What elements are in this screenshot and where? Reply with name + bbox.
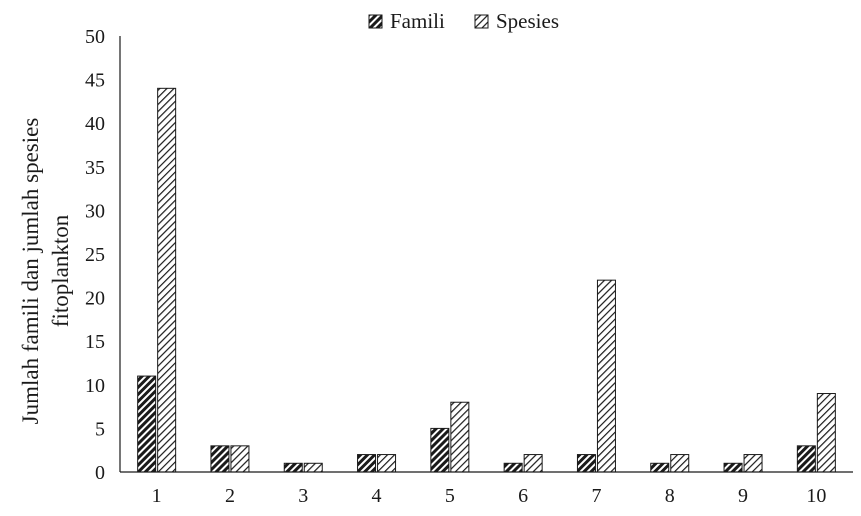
- x-tick-label: 9: [738, 485, 748, 507]
- y-tick-label: 0: [95, 462, 105, 484]
- bar-spesies-4: [377, 454, 397, 473]
- bar-famili-2: [210, 445, 230, 473]
- y-tick-label: 25: [85, 244, 105, 266]
- bar-spesies-3: [303, 462, 323, 473]
- y-tick-label: 5: [95, 418, 105, 440]
- y-tick-label: 40: [85, 113, 105, 135]
- x-tick-label: 4: [372, 485, 382, 507]
- x-tick-label: 2: [225, 485, 235, 507]
- y-tick-label: 50: [85, 26, 105, 48]
- y-axis-title-line-2: fitoplankton: [48, 214, 73, 327]
- y-tick-label: 10: [85, 375, 105, 397]
- y-axis-ticks: 0 5 10 15 20 25 30 35 40 45 50: [85, 26, 105, 484]
- bar-spesies-1: [157, 87, 177, 473]
- bars-group: [137, 87, 836, 473]
- bar-famili-8: [650, 462, 670, 473]
- bar-spesies-2: [230, 445, 250, 473]
- bar-famili-3: [283, 462, 303, 473]
- x-tick-label: 10: [806, 485, 826, 507]
- bar-spesies-8: [670, 454, 690, 473]
- bar-spesies-7: [596, 279, 616, 473]
- y-tick-label: 20: [85, 288, 105, 310]
- y-tick-label: 45: [85, 70, 105, 92]
- x-tick-label: 5: [445, 485, 455, 507]
- x-tick-label: 8: [665, 485, 675, 507]
- legend-label-famili: Famili: [390, 9, 445, 33]
- y-tick-label: 35: [85, 157, 105, 179]
- legend-swatch-famili: [368, 14, 383, 29]
- legend: Famili Spesies: [368, 9, 559, 33]
- bar-spesies-6: [523, 454, 543, 473]
- bar-famili-4: [357, 454, 377, 473]
- bar-famili-7: [576, 454, 596, 473]
- bar-famili-9: [723, 462, 743, 473]
- legend-swatch-spesies: [474, 14, 489, 29]
- x-tick-label: 6: [518, 485, 528, 507]
- x-tick-label: 7: [591, 485, 601, 507]
- bar-spesies-5: [450, 401, 470, 473]
- legend-label-spesies: Spesies: [496, 9, 559, 33]
- y-axis-title-line-1: Jumlah famili dan jumlah spesies: [18, 118, 43, 425]
- bar-famili-1: [137, 375, 157, 473]
- bar-spesies-9: [743, 454, 763, 473]
- bar-famili-10: [796, 445, 816, 473]
- x-tick-label: 1: [152, 485, 162, 507]
- bar-spesies-10: [816, 393, 836, 473]
- bar-famili-5: [430, 427, 450, 473]
- y-axis-title: Jumlah famili dan jumlah spesies fitopla…: [18, 118, 73, 425]
- y-tick-label: 30: [85, 200, 105, 222]
- x-tick-label: 3: [298, 485, 308, 507]
- x-axis-ticks: 1 2 3 4 5 6 7 8 9 10: [152, 485, 827, 507]
- axes: [119, 36, 853, 473]
- y-tick-label: 15: [85, 331, 105, 353]
- bar-famili-6: [503, 462, 523, 473]
